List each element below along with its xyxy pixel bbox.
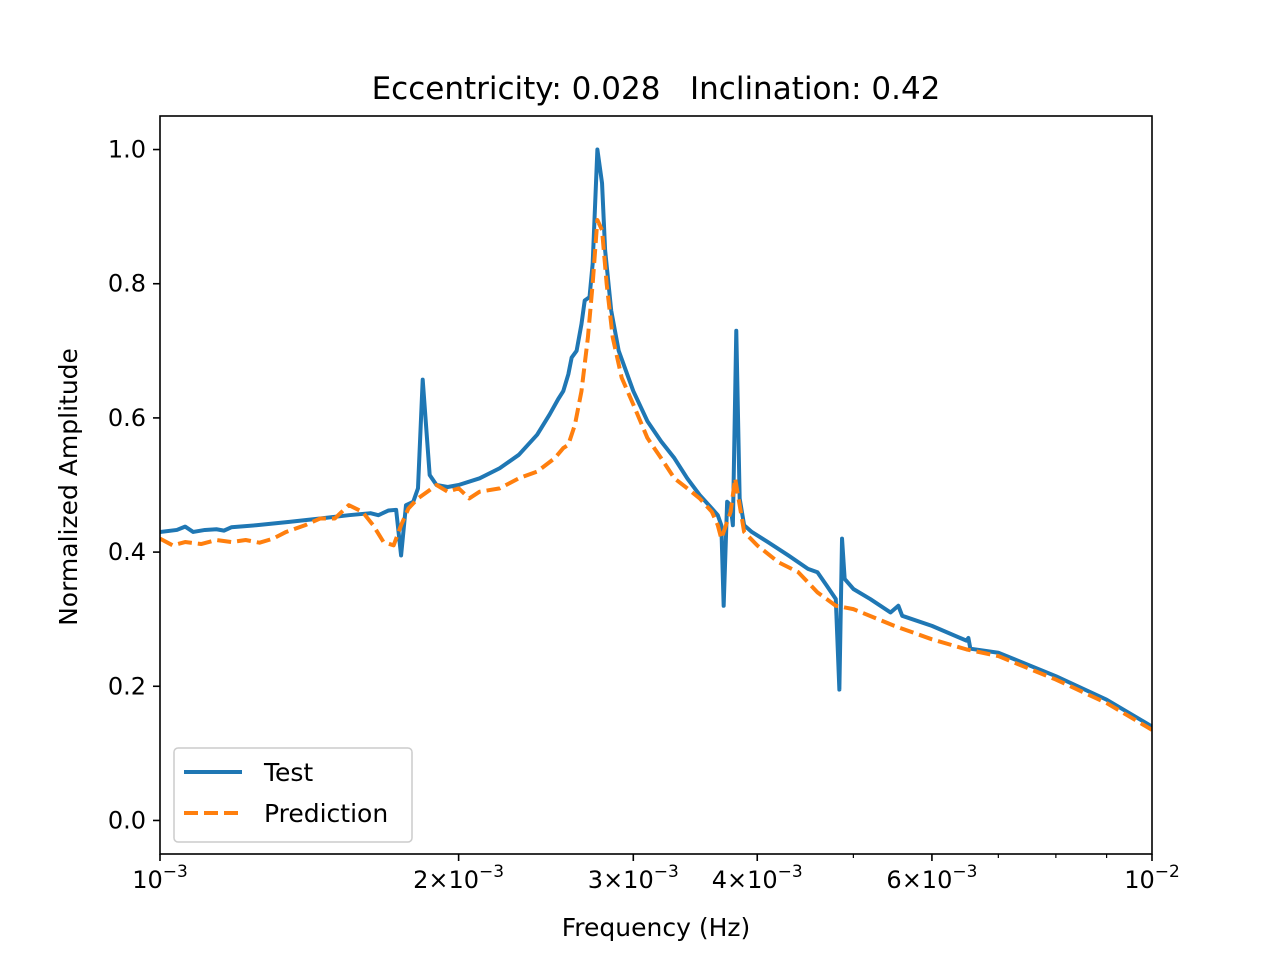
legend: Test Prediction bbox=[173, 747, 413, 843]
x-axis-label: Frequency (Hz) bbox=[562, 913, 751, 942]
y-tick-label-4: 0.8 bbox=[108, 270, 146, 298]
x-tick-label-exp-1: −3 bbox=[479, 862, 504, 882]
y-tick-label-0: 0.0 bbox=[108, 806, 146, 834]
x-tick-label-main-4: 6×10 bbox=[886, 866, 952, 894]
y-axis-label: Normalized Amplitude bbox=[54, 348, 83, 626]
series-layer bbox=[160, 147, 1152, 732]
x-tick-label-2: 3×10−3 bbox=[588, 862, 679, 894]
x-tick-label-1: 2×10−3 bbox=[413, 862, 504, 894]
x-tick-label-main-1: 2×10 bbox=[413, 866, 479, 894]
x-tick-label-exp-2: −3 bbox=[654, 862, 679, 882]
y-tick-label-3: 0.6 bbox=[108, 404, 146, 432]
x-tick-label-main-5: 10 bbox=[1124, 866, 1155, 894]
x-tick-label-exp-4: −3 bbox=[952, 862, 977, 882]
plot-frame bbox=[159, 115, 1153, 855]
chart-title: Eccentricity: 0.028 Inclination: 0.42 bbox=[372, 71, 941, 107]
x-tick-label-exp-5: −2 bbox=[1155, 862, 1180, 882]
x-tick-label-main-2: 3×10 bbox=[588, 866, 654, 894]
legend-label-test: Test bbox=[263, 758, 313, 787]
ticks-layer: 0.00.20.40.60.81.010−3 2×10−3 3×10−3 4×10−3… bbox=[108, 136, 1180, 894]
y-tick-label-5: 1.0 bbox=[108, 136, 146, 164]
x-tick-label-exp-3: −3 bbox=[778, 862, 803, 882]
x-tick-label-3: 4×10−3 bbox=[712, 862, 803, 894]
series-line-test bbox=[160, 147, 1152, 729]
y-tick-label-1: 0.2 bbox=[108, 672, 146, 700]
legend-label-prediction: Prediction bbox=[264, 799, 388, 828]
x-tick-label-0: 10−3 bbox=[132, 862, 188, 894]
x-tick-label-exp-0: −3 bbox=[163, 862, 188, 882]
series-line-prediction bbox=[160, 217, 1152, 732]
x-tick-label-4: 6×10−3 bbox=[886, 862, 977, 894]
x-tick-label-main-0: 10 bbox=[132, 866, 163, 894]
x-tick-label-5: 10−2 bbox=[1124, 862, 1180, 894]
y-tick-label-2: 0.4 bbox=[108, 538, 146, 566]
x-tick-label-main-3: 4×10 bbox=[712, 866, 778, 894]
